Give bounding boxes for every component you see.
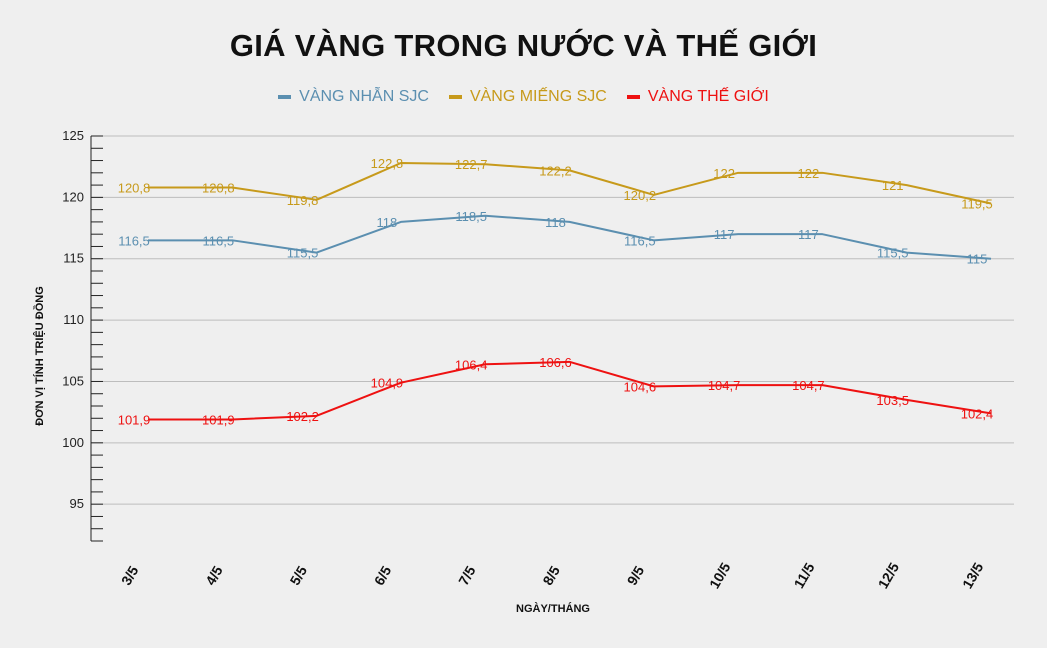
data-label: 122	[713, 166, 735, 181]
y-axis-title: ĐƠN VỊ TÍNH TRIỆU ĐỒNG	[33, 286, 46, 426]
x-tick-label: 8/5	[539, 563, 563, 588]
y-tick-label: 120	[62, 189, 84, 204]
legend-swatch	[448, 95, 462, 99]
legend-item-vang-the-gioi[interactable]: VÀNG THẾ GIỚI	[626, 88, 769, 106]
series-line	[148, 214, 992, 260]
legend-label: VÀNG MIẾNG SJC	[469, 88, 607, 105]
data-label: 120,2	[624, 188, 657, 203]
data-label: 121	[882, 178, 904, 193]
data-label: 115,5	[877, 246, 909, 261]
data-label: 122,2	[539, 163, 572, 178]
data-labels: 116,5 116,5 115,5 118 118,5 118 116,5 117 117 115…	[118, 156, 994, 428]
y-tick-label: 95	[70, 496, 84, 511]
series-line	[148, 162, 992, 205]
y-tick-label: 115	[63, 251, 84, 266]
data-label: 119,5	[961, 197, 993, 212]
data-label: 120,8	[202, 181, 235, 196]
y-tick-label: 125	[62, 128, 84, 143]
x-tick-label: 4/5	[202, 563, 226, 588]
chart-title: GIÁ VÀNG TRONG NƯỚC VÀ THẾ GIỚI	[229, 28, 818, 63]
series-lines	[148, 162, 992, 421]
data-label: 120,8	[118, 181, 151, 196]
series-line	[148, 360, 992, 421]
legend-swatch	[278, 95, 292, 99]
legend: VÀNG NHẪN SJC VÀNG MIẾNG SJC VÀNG THẾ GI…	[0, 88, 1047, 106]
data-label: 116,5	[624, 233, 656, 248]
data-label: 118,5	[455, 209, 487, 224]
x-tick-label: 11/5	[791, 560, 818, 591]
data-label: 102,4	[961, 406, 994, 421]
data-label: 116,5	[203, 233, 235, 248]
data-label: 115	[967, 252, 988, 267]
x-axis-title: NGÀY/THÁNG	[516, 602, 590, 615]
x-tick-label: 7/5	[455, 563, 479, 588]
legend-label: VÀNG THẾ GIỚI	[647, 88, 769, 105]
data-label: 115,5	[287, 246, 319, 261]
grid	[91, 135, 1014, 505]
data-label: 104,7	[708, 378, 741, 393]
y-tick-label: 100	[62, 435, 84, 450]
data-label: 104,9	[371, 376, 404, 391]
data-label: 122,7	[455, 157, 488, 172]
x-tick-label: 6/5	[371, 563, 395, 588]
data-label: 104,7	[792, 378, 825, 393]
x-tick-label: 3/5	[118, 563, 142, 588]
data-label: 103,5	[876, 393, 909, 408]
x-tick-label: 9/5	[624, 563, 648, 588]
data-label: 116,5	[118, 233, 150, 248]
data-label: 101,9	[202, 413, 235, 428]
data-label: 118	[545, 215, 566, 230]
legend-label: VÀNG NHẪN SJC	[299, 88, 429, 105]
data-label: 106,4	[455, 357, 488, 372]
legend-item-vang-mieng-sjc[interactable]: VÀNG MIẾNG SJC	[448, 88, 607, 106]
data-label: 104,6	[624, 379, 657, 394]
x-tick-label: 12/5	[875, 560, 903, 592]
y-tick-label: 105	[62, 373, 84, 388]
data-label: 117	[714, 227, 735, 242]
legend-swatch	[626, 95, 640, 99]
x-tick-label: 5/5	[286, 563, 310, 588]
data-label: 102,2	[286, 409, 319, 424]
legend-item-vang-nhan-sjc[interactable]: VÀNG NHẪN SJC	[278, 88, 429, 106]
x-tick-label: 10/5	[706, 560, 734, 592]
data-label: 122	[798, 166, 820, 181]
data-label: 122,8	[371, 156, 404, 171]
data-label: 118	[377, 215, 398, 230]
x-tick-label: 13/5	[959, 560, 987, 592]
y-tick-label: 110	[63, 312, 84, 327]
data-label: 119,8	[287, 193, 319, 208]
data-label: 106,6	[539, 355, 572, 370]
data-label: 101,9	[118, 413, 151, 428]
data-label: 117	[798, 227, 819, 242]
